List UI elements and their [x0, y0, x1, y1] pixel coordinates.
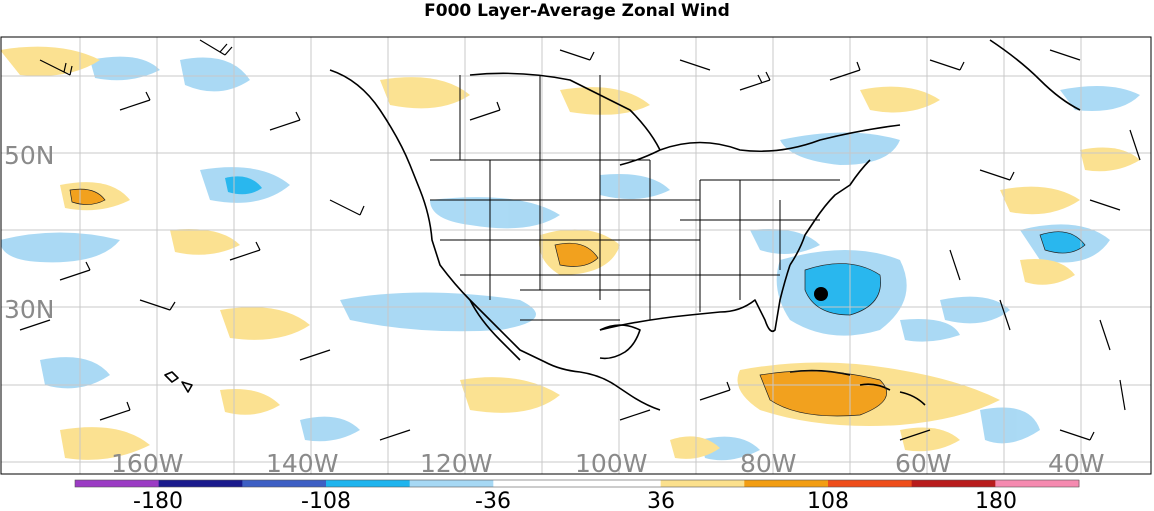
colorbar-swatch: [660, 480, 745, 487]
lon-label-80w: 80W: [740, 449, 797, 478]
colorbar-label-108: 108: [807, 489, 849, 511]
colorbar-label-neg108: -108: [301, 489, 351, 511]
colorbar-swatch: [577, 480, 662, 487]
colorbar-label-180: 180: [975, 489, 1017, 511]
colorbar-label-neg180: -180: [133, 489, 183, 511]
colorbar-swatch: [911, 480, 996, 487]
colorbar-swatch: [995, 480, 1080, 487]
map-border: [0, 36, 1152, 475]
lon-label-60w: 60W: [895, 449, 952, 478]
wind-shading: [1, 46, 1140, 461]
colorbar-swatch: [326, 480, 411, 487]
colorbar-swatch: [409, 480, 494, 487]
lon-label-40w: 40W: [1048, 449, 1105, 478]
wind-barbs: [19, 39, 1141, 441]
political-borders: [430, 75, 840, 321]
colorbar-swatch: [744, 480, 829, 487]
storm-center-marker: [814, 287, 828, 301]
colorbar-label-neg36: -36: [475, 489, 511, 511]
colorbar-swatch: [158, 480, 243, 487]
colorbar-swatch: [75, 480, 160, 487]
map-title: F000 Layer-Average Zonal Wind: [424, 1, 730, 21]
contours: [69, 188, 1086, 417]
lat-label-30n: 30N: [4, 295, 55, 324]
lon-label-140w: 140W: [266, 449, 338, 478]
lat-label-50n: 50N: [4, 141, 55, 170]
lon-label-160w: 160W: [111, 449, 183, 478]
colorbar-border: [74, 479, 1080, 488]
lon-label-120w: 120W: [420, 449, 492, 478]
colorbar: [75, 480, 1080, 487]
colorbar-swatch: [242, 480, 327, 487]
colorbar-swatch: [828, 480, 913, 487]
colorbar-label-36: 36: [647, 489, 675, 511]
lon-label-100w: 100W: [575, 449, 647, 478]
colorbar-swatch: [493, 480, 578, 487]
